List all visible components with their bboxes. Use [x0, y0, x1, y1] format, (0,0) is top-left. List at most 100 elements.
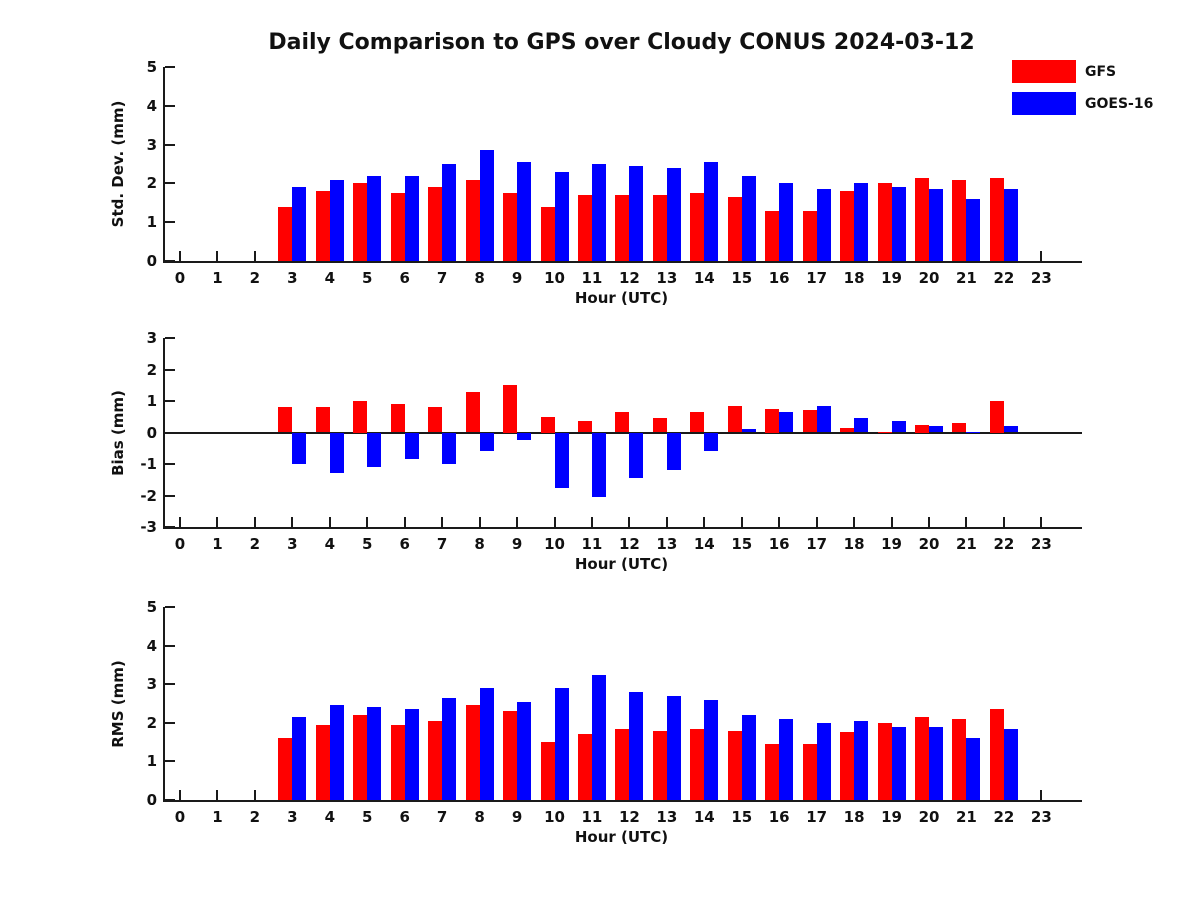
bar-goes-16-hour-16	[779, 718, 794, 800]
y-tick-label: 0	[146, 791, 157, 809]
bar-goes-16-hour-9	[517, 701, 532, 800]
bar-gfs-hour-17	[802, 744, 817, 800]
bar-goes-16-hour-11	[591, 432, 606, 498]
x-tick-mark	[628, 517, 631, 527]
legend-label-goes16: GOES-16	[1085, 95, 1154, 112]
bar-gfs-hour-16	[765, 744, 780, 800]
bar-gfs-hour-22	[989, 709, 1004, 800]
bar-goes-16-hour-4	[329, 432, 344, 474]
y-tick-mark	[165, 221, 175, 224]
x-tick-label: 19	[881, 808, 902, 826]
x-tick-label: 1	[212, 535, 223, 553]
bar-goes-16-hour-20	[929, 726, 943, 800]
y-tick-mark	[165, 799, 175, 801]
bar-goes-16-hour-15	[741, 175, 756, 261]
x-tick-label: 8	[474, 808, 485, 826]
y-tick-mark	[165, 182, 175, 185]
bar-gfs-hour-17	[802, 210, 817, 261]
stddev-plot-area: 0 1 2 3 4 5 0 1 2 3 4 5 6 7 8 9 10 11 12 13 14 15 16 17 18 19 20 21…	[147, 58, 1082, 287]
x-tick-label: 18	[843, 535, 865, 553]
x-tick-label: 11	[581, 535, 603, 553]
bar-goes-16-hour-6	[404, 432, 419, 460]
y-tick-label: 5	[146, 598, 157, 616]
bar-goes-16-hour-21	[966, 431, 981, 433]
bar-goes-16-hour-22	[1003, 728, 1018, 800]
y-tick-mark	[165, 760, 175, 763]
bar-goes-16-hour-10	[554, 432, 569, 488]
x-tick-label: 13	[656, 535, 678, 553]
x-tick-label: 23	[1030, 808, 1052, 826]
x-tick-label: 1	[212, 269, 223, 287]
bar-gfs-hour-12	[615, 728, 630, 800]
x-tick-mark	[253, 517, 256, 527]
bar-gfs-hour-21	[952, 423, 967, 433]
x-tick-label: 20	[918, 808, 940, 826]
x-tick-mark	[590, 517, 593, 527]
x-tick-mark	[291, 517, 294, 527]
x-tick-label: 13	[656, 808, 678, 826]
x-tick-label: 1	[212, 808, 223, 826]
y-tick-mark	[165, 368, 175, 371]
y-tick-label: 1	[146, 392, 157, 410]
y-tick-label: 4	[146, 636, 157, 655]
rms-x-axis-label: Hour (UTC)	[574, 828, 669, 846]
y-tick-label: 2	[146, 360, 157, 379]
y-tick-label: 3	[146, 135, 157, 154]
rms-y-axis-label: RMS (mm)	[109, 659, 127, 748]
y-tick-mark	[165, 104, 175, 107]
x-tick-mark	[366, 517, 369, 527]
x-tick-label: 22	[993, 269, 1015, 287]
x-tick-label: 19	[881, 535, 902, 553]
legend-item-gfs: GFS	[1012, 60, 1153, 83]
bar-gfs-hour-14	[690, 193, 705, 261]
x-tick-mark	[665, 517, 668, 527]
y-tick-label: -1	[140, 455, 157, 473]
bar-goes-16-hour-6	[404, 175, 419, 261]
x-tick-label: 21	[956, 535, 977, 553]
bar-goes-16-hour-15	[741, 429, 756, 433]
y-tick-mark	[165, 526, 175, 528]
bar-gfs-hour-15	[727, 196, 742, 261]
bar-gfs-hour-18	[840, 427, 855, 433]
bar-goes-16-hour-11	[591, 164, 606, 261]
bar-goes-16-hour-5	[367, 707, 382, 800]
x-tick-label: 8	[474, 269, 485, 287]
bar-goes-16-hour-3	[292, 717, 307, 800]
x-tick-mark	[478, 517, 481, 527]
x-tick-mark	[403, 517, 406, 527]
bar-goes-16-hour-19	[891, 187, 906, 261]
x-tick-label: 10	[544, 535, 565, 553]
x-tick-label: 9	[511, 535, 523, 553]
x-tick-mark	[216, 517, 219, 527]
bar-goes-16-hour-20	[929, 426, 943, 433]
x-tick-label: 17	[806, 535, 828, 553]
x-tick-label: 21	[956, 269, 977, 287]
bar-goes-16-hour-13	[666, 167, 681, 261]
x-tick-label: 0	[174, 269, 186, 287]
x-tick-label: 4	[324, 808, 336, 826]
x-tick-label: 7	[436, 535, 448, 553]
bar-gfs-hour-9	[503, 385, 518, 433]
bar-gfs-hour-12	[615, 195, 630, 261]
x-tick-label: 16	[768, 269, 790, 287]
bar-goes-16-hour-7	[442, 697, 457, 800]
bar-gfs-hour-10	[540, 206, 555, 261]
x-tick-label: 14	[693, 269, 715, 287]
x-tick-label: 7	[436, 808, 448, 826]
bar-gfs-hour-4	[315, 191, 330, 261]
x-tick-label: 22	[993, 808, 1015, 826]
bar-goes-16-hour-15	[741, 715, 756, 800]
bar-gfs-hour-6	[390, 193, 405, 261]
bar-gfs-hour-5	[353, 715, 368, 800]
bar-gfs-hour-6	[390, 404, 405, 433]
stddev-y-axis-label: Std. Dev. (mm)	[109, 100, 127, 228]
y-tick-label: 0	[146, 252, 157, 270]
bar-goes-16-hour-16	[779, 412, 794, 433]
x-tick-mark	[740, 517, 743, 527]
bar-goes-16-hour-16	[779, 183, 794, 261]
bar-goes-16-hour-8	[479, 150, 494, 261]
x-tick-label: 23	[1030, 535, 1052, 553]
bar-goes-16-hour-12	[629, 691, 644, 800]
y-tick-label: -3	[140, 518, 157, 536]
bar-goes-16-hour-5	[367, 175, 382, 261]
